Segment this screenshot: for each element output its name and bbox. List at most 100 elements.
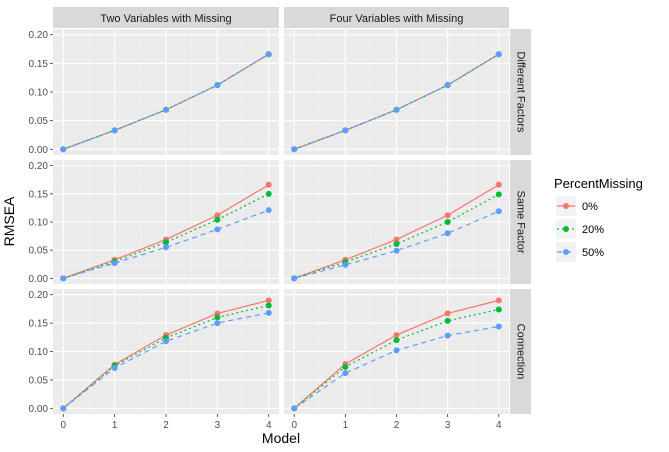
data-point — [214, 314, 221, 321]
facet-strip-column-label: Two Variables with Missing — [100, 13, 231, 25]
y-tick-label: 0.15 — [29, 59, 49, 70]
data-point — [265, 309, 272, 316]
x-tick-label: 2 — [163, 420, 169, 431]
facet-strip-column-label: Four Variables with Missing — [330, 13, 464, 25]
y-tick-label: 0.10 — [29, 88, 49, 99]
data-point — [342, 261, 349, 268]
facet-strip-row-label: Connection — [515, 324, 527, 380]
y-tick-label: 0.00 — [29, 274, 49, 285]
data-point — [265, 51, 272, 58]
data-point — [444, 82, 451, 89]
data-point — [495, 191, 502, 198]
data-point — [495, 323, 502, 330]
y-tick-label: 0.00 — [29, 404, 49, 415]
x-tick-label: 0 — [60, 420, 66, 431]
y-tick-label: 0.20 — [29, 30, 49, 41]
legend-entry-label: 0% — [582, 201, 598, 213]
data-point — [342, 370, 349, 377]
y-tick-label: 0.05 — [29, 375, 49, 386]
data-point — [291, 146, 298, 153]
x-tick-label: 1 — [343, 420, 349, 431]
facet-strip-row — [510, 289, 531, 414]
data-point — [265, 181, 272, 188]
data-point — [393, 347, 400, 354]
data-point — [265, 207, 272, 214]
y-tick-label: 0.05 — [29, 116, 49, 127]
x-tick-label: 2 — [394, 420, 400, 431]
data-point — [111, 260, 118, 267]
data-point — [495, 306, 502, 313]
data-point — [393, 337, 400, 344]
data-point — [495, 297, 502, 304]
data-point — [265, 302, 272, 309]
legend-entry-label: 50% — [582, 247, 604, 259]
data-point — [214, 212, 221, 219]
facet-strip-row-label: Different Factors — [515, 51, 527, 133]
data-point — [265, 190, 272, 197]
data-point — [111, 364, 118, 371]
data-point — [444, 219, 451, 225]
y-tick-label: 0.10 — [29, 347, 49, 358]
data-point — [163, 106, 169, 113]
data-point — [393, 240, 400, 247]
data-point — [444, 332, 451, 339]
series-line — [293, 308, 499, 409]
data-point — [60, 405, 67, 412]
y-tick-label: 0.00 — [29, 145, 49, 156]
y-tick-label: 0.05 — [29, 246, 49, 257]
y-tick-label: 0.20 — [29, 290, 49, 301]
y-tick-label: 0.20 — [29, 161, 49, 172]
data-point — [444, 317, 451, 324]
legend-key-point — [563, 226, 569, 232]
series-line — [63, 193, 269, 279]
series-line — [63, 209, 269, 279]
data-point — [393, 236, 400, 243]
series-line — [294, 193, 500, 279]
x-tick-label: 1 — [112, 420, 118, 431]
data-point — [495, 208, 502, 215]
facet-strip-row — [510, 29, 531, 155]
y-axis-title: RMSEA — [1, 196, 17, 246]
legend-key-point — [563, 203, 569, 209]
x-axis-title: Model — [262, 430, 300, 446]
data-point — [495, 181, 502, 188]
y-tick-label: 0.15 — [29, 189, 49, 200]
data-point — [393, 332, 400, 339]
facet-strip-row — [510, 160, 531, 284]
data-point — [111, 127, 118, 134]
data-point — [163, 244, 169, 251]
facet-strip-column — [284, 7, 509, 28]
facet-strip-column — [53, 7, 279, 28]
x-tick-label: 4 — [496, 420, 502, 431]
data-point — [291, 275, 298, 282]
x-tick-label: 4 — [266, 420, 272, 431]
data-point — [444, 230, 451, 237]
data-point — [214, 82, 221, 89]
data-point — [214, 216, 221, 223]
legend-key-point — [563, 249, 569, 255]
data-point — [163, 239, 169, 246]
x-tick-label: 3 — [445, 420, 451, 431]
data-point — [393, 106, 400, 113]
legend-title: PercentMissing — [554, 176, 643, 191]
legend-entry-label: 20% — [582, 224, 604, 236]
x-tick-label: 0 — [291, 420, 297, 431]
facet-strip-row-label: Same Factor — [515, 191, 527, 254]
y-tick-label: 0.15 — [29, 319, 49, 330]
data-point — [393, 247, 400, 254]
data-point — [60, 146, 67, 153]
x-tick-label: 3 — [215, 420, 221, 431]
data-point — [163, 338, 169, 345]
data-point — [291, 405, 298, 412]
data-point — [342, 127, 349, 134]
y-tick-label: 0.10 — [29, 218, 49, 229]
data-point — [60, 275, 67, 282]
data-point — [495, 51, 502, 58]
data-point — [444, 310, 451, 317]
data-point — [214, 320, 221, 327]
data-point — [265, 297, 272, 304]
data-point — [342, 363, 349, 370]
data-point — [214, 226, 221, 233]
data-point — [444, 212, 451, 219]
